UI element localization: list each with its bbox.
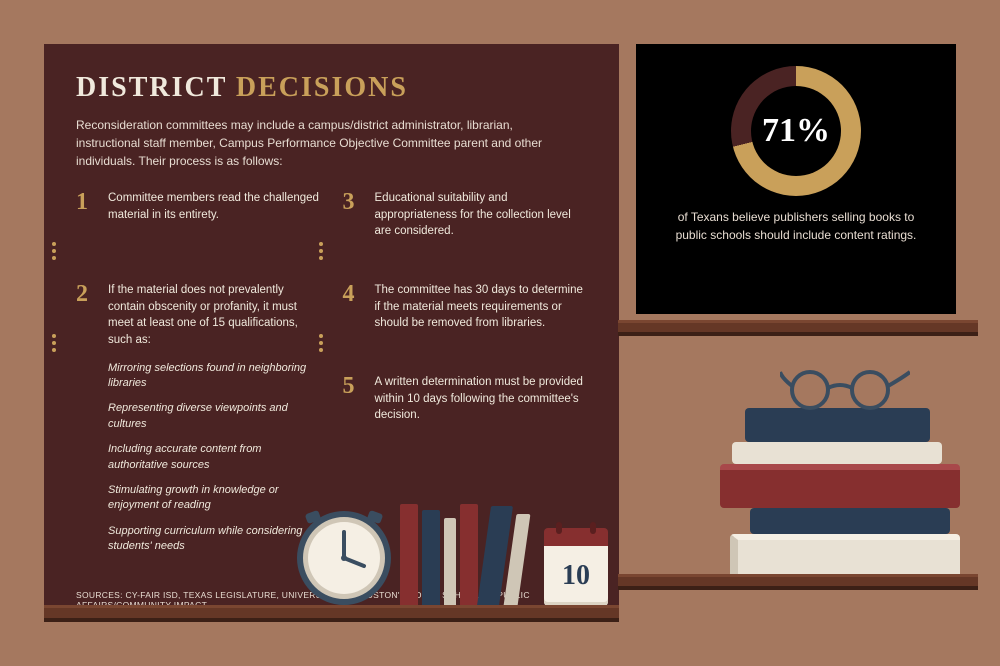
step-num-1: 1: [76, 190, 94, 214]
standing-book: [400, 504, 418, 606]
step-1: 1 Committee members read the challenged …: [76, 190, 321, 260]
dots-icon: [319, 242, 361, 260]
standing-books: [400, 504, 524, 606]
title-word-1: DISTRICT: [76, 72, 227, 103]
standing-book: [444, 518, 456, 606]
qual-1: Mirroring selections found in neighborin…: [108, 361, 321, 392]
stacked-book: [745, 408, 930, 442]
step-5-text: A written determination must be provided…: [375, 374, 588, 424]
stacked-book: [730, 534, 960, 578]
calendar-icon: 10: [544, 528, 608, 606]
left-column: 1 Committee members read the challenged …: [76, 190, 321, 587]
stacked-book: [750, 508, 950, 534]
title: DISTRICT DECISIONS: [76, 72, 587, 104]
step-2-text: If the material does not prevalently con…: [108, 282, 321, 565]
intro-text: Reconsideration committees may include a…: [76, 116, 576, 170]
step-num-5: 5: [343, 374, 361, 398]
stat-percent: 71%: [731, 66, 861, 196]
dots-icon: [52, 334, 94, 352]
step-3: 3 Educational suitability and appropriat…: [343, 190, 588, 260]
calendar-day: 10: [544, 546, 608, 606]
step-2-lead: If the material does not prevalently con…: [108, 284, 298, 346]
book-stack: [720, 408, 958, 578]
title-word-2: DECISIONS: [236, 72, 408, 103]
step-3-text: Educational suitability and appropriaten…: [375, 190, 588, 260]
stacked-book: [720, 464, 960, 508]
step-num-2: 2: [76, 282, 94, 306]
step-num-4: 4: [343, 282, 361, 306]
qual-2: Representing diverse viewpoints and cult…: [108, 401, 321, 432]
calendar-header: [544, 528, 608, 546]
step-4-text: The committee has 30 days to determine i…: [375, 282, 588, 352]
shelf-top: [618, 320, 978, 336]
clock-icon: [296, 510, 392, 606]
shelf-bottom: [618, 574, 978, 590]
standing-book: [460, 504, 478, 606]
dots-icon: [319, 334, 361, 352]
dots-icon: [52, 242, 94, 260]
step-num-3: 3: [343, 190, 361, 214]
step-2: 2 If the material does not prevalently c…: [76, 282, 321, 565]
qualifications-list: Mirroring selections found in neighborin…: [108, 361, 321, 555]
stat-box: 71% of Texans believe publishers selling…: [636, 44, 956, 314]
table-surface: [44, 605, 619, 622]
step-1-text: Committee members read the challenged ma…: [108, 190, 321, 260]
donut-chart: 71%: [731, 66, 861, 196]
qual-4: Stimulating growth in knowledge or enjoy…: [108, 483, 321, 514]
step-4: 4 The committee has 30 days to determine…: [343, 282, 588, 352]
step-5: 5 A written determination must be provid…: [343, 374, 588, 424]
qual-5: Supporting curriculum while considering …: [108, 524, 321, 555]
standing-book: [422, 510, 440, 606]
glasses-icon: [780, 364, 910, 410]
stat-text: of Texans believe publishers selling boo…: [664, 208, 928, 244]
qual-3: Including accurate content from authorit…: [108, 442, 321, 473]
stacked-book: [732, 442, 942, 464]
